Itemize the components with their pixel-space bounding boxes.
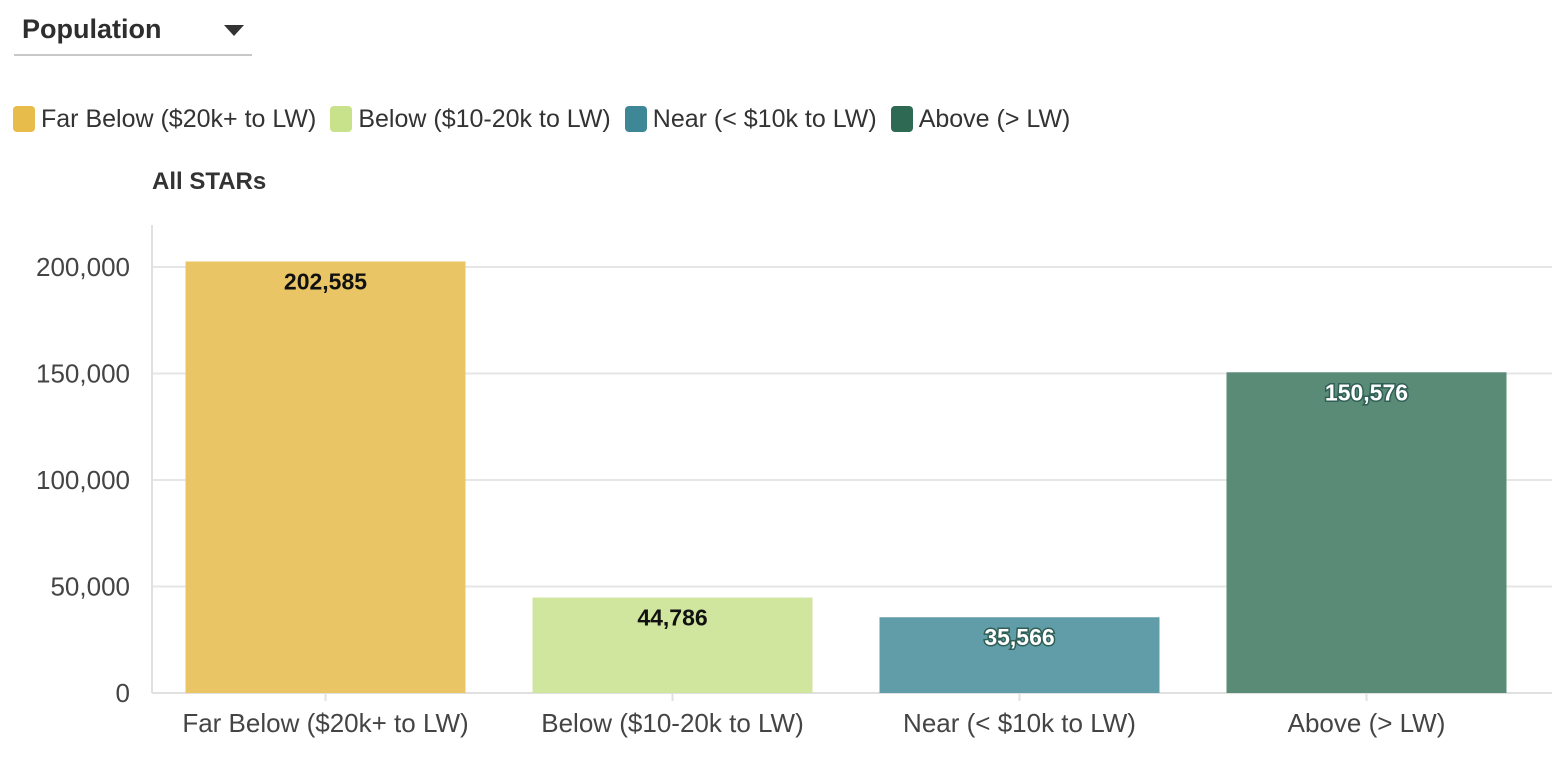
bar: [532, 597, 813, 693]
y-tick-label: 100,000: [36, 465, 130, 495]
x-tick-label: Below ($10-20k to LW): [541, 708, 804, 738]
data-label: 150,576: [1325, 379, 1408, 405]
legend-label: Above (> LW): [918, 104, 1071, 133]
legend-swatch: [890, 106, 913, 132]
legend-item-above[interactable]: Above (> LW): [890, 104, 1071, 134]
legend-label: Below ($10-20k to LW): [358, 104, 611, 133]
chevron-down-icon[interactable]: [224, 25, 244, 36]
legend-swatch: [13, 106, 35, 132]
legend-item-far-below[interactable]: Far Below ($20k+ to LW): [13, 105, 316, 134]
legend: Far Below ($20k+ to LW) Below ($10-20k t…: [13, 100, 1084, 138]
legend-label: Far Below ($20k+ to LW): [41, 104, 317, 133]
bar: [185, 261, 466, 693]
data-label: 202,585: [284, 268, 367, 294]
data-label: 35,566: [984, 624, 1054, 650]
bar: [1226, 372, 1507, 693]
legend-item-below[interactable]: Below ($10-20k to LW): [330, 104, 611, 134]
y-tick-label: 200,000: [36, 252, 130, 282]
x-tick-label: Far Below ($20k+ to LW): [182, 708, 468, 738]
x-tick-label: Above (> LW): [1288, 708, 1446, 738]
legend-label: Near (< $10k to LW): [652, 104, 877, 133]
population-dropdown[interactable]: Population: [14, 4, 252, 56]
y-tick-label: 0: [116, 678, 130, 708]
y-tick-label: 150,000: [36, 359, 130, 389]
legend-swatch: [624, 106, 647, 132]
dropdown-label: Population: [22, 14, 162, 44]
y-tick-label: 50,000: [50, 572, 130, 602]
chart-title: All STARs: [152, 168, 267, 195]
x-tick-label: Near (< $10k to LW): [903, 708, 1136, 738]
bar: [879, 617, 1160, 693]
legend-item-near[interactable]: Near (< $10k to LW): [624, 104, 877, 134]
data-label: 44,786: [637, 605, 707, 631]
legend-swatch: [330, 106, 353, 132]
